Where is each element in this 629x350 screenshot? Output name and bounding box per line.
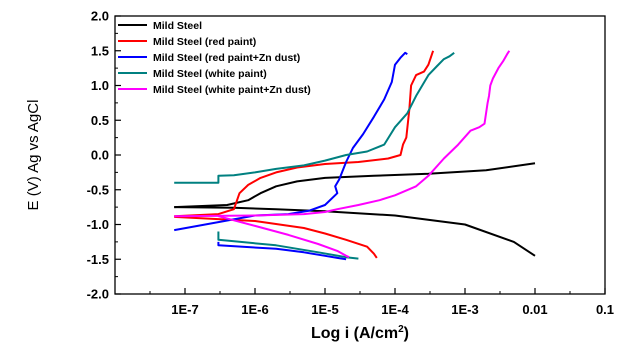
series-4-line-0 [218,215,350,259]
x-tick-label: 0.1 [596,302,614,317]
series-1-line-0 [174,215,378,259]
series-4-line-1 [174,50,511,218]
series-2-line-0 [217,241,347,261]
series-0-line-1 [174,162,536,209]
y-tick-label: -1.5 [87,252,109,267]
y-tick-label: -0.5 [87,182,109,197]
y-tick-label: -1.0 [87,217,109,232]
series-layer [174,50,536,261]
x-tick-label: 1E-5 [311,302,338,317]
legend-label: Mild Steel (red paint) [153,36,256,48]
x-tick-label: 1E-3 [451,302,478,317]
y-tick-label: 0.0 [91,148,109,163]
x-axis-title: Log i (A/cm2) [311,324,409,342]
y-tick-label: 1.0 [91,78,109,93]
series-4 [174,50,511,259]
y-tick-label: -2.0 [87,287,109,302]
legend-label: Mild Steel [153,20,202,32]
series-0-line-0 [174,206,536,257]
y-tick-label: 0.5 [91,113,109,128]
y-tick-label: 2.0 [91,9,109,24]
x-tick-label: 1E-4 [381,302,409,317]
series-3-line-1 [174,51,455,184]
legend-label: Mild Steel (red paint+Zn dust) [153,52,300,64]
legend: Mild Steel Mild Steel (red paint) Mild Ste… [118,20,311,96]
x-tick-label: 1E-7 [171,302,198,317]
x-tick-label: 1E-6 [241,302,268,317]
y-axis-ticks: 2.0 1.5 1.0 0.5 0.0 -0.5 -1.0 -1.5 -2.0 [87,9,121,302]
y-tick-label: 1.5 [91,43,109,58]
series-1 [174,50,435,259]
legend-label: Mild Steel (white paint) [153,68,267,80]
series-1-line-1 [174,50,435,218]
x-axis-ticks: 1E-7 1E-6 1E-5 1E-4 1E-3 0.01 0.1 [149,288,614,317]
y-axis-title: E (V) Ag vs AgCl [25,100,42,211]
series-0 [174,162,536,257]
x-tick-label: 0.01 [522,302,547,317]
legend-label: Mild Steel (white paint+Zn dust) [153,84,311,96]
